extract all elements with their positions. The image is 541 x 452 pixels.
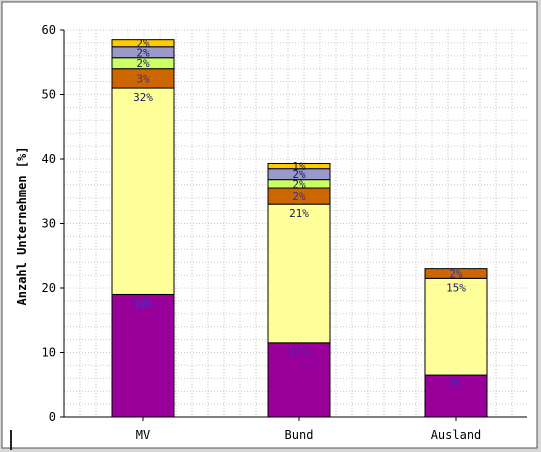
x-tick-label: Ausland: [431, 428, 482, 442]
bar-segment: [424, 268, 488, 279]
bar-segment: [111, 87, 175, 295]
y-tick-label: 40: [42, 152, 56, 166]
data-label: 2%: [136, 37, 150, 50]
bars: [111, 39, 488, 418]
x-tick-label: MV: [136, 428, 150, 442]
data-label: 2%: [292, 190, 306, 203]
y-tick-label: 10: [42, 346, 56, 360]
bar-segment: [267, 342, 331, 418]
data-label: 3%: [136, 72, 150, 85]
bar-segment: [111, 39, 175, 48]
y-tick-label: 50: [42, 88, 56, 102]
data-label: 1%: [292, 160, 306, 173]
y-tick-label: 30: [42, 217, 56, 231]
y-tick-label: 0: [49, 410, 56, 424]
bar-segment: [424, 277, 488, 376]
data-label: 2%: [136, 46, 150, 59]
data-label: 15%: [446, 281, 466, 294]
data-label: 11%: [289, 346, 309, 359]
labels: 19%32%3%2%2%2%11%21%2%2%2%1%7%15%2%: [133, 37, 466, 391]
x-tick-label: Bund: [285, 428, 314, 442]
data-label: 32%: [133, 91, 153, 104]
y-axis-label: Anzahl Unternehmen [%]: [15, 147, 29, 306]
data-label: 2%: [449, 267, 463, 280]
data-label: 19%: [133, 297, 153, 310]
y-tick-label: 60: [42, 23, 56, 37]
data-label: 7%: [449, 378, 463, 391]
bar-segment: [267, 203, 331, 344]
data-label: 2%: [292, 168, 306, 181]
data-label: 21%: [289, 207, 309, 220]
bar-segment: [424, 374, 488, 418]
bar-segment: [111, 293, 175, 418]
data-label: 2%: [292, 178, 306, 191]
bar-segment: [267, 163, 331, 170]
data-label: 2%: [136, 57, 150, 70]
y-tick-label: 20: [42, 281, 56, 295]
